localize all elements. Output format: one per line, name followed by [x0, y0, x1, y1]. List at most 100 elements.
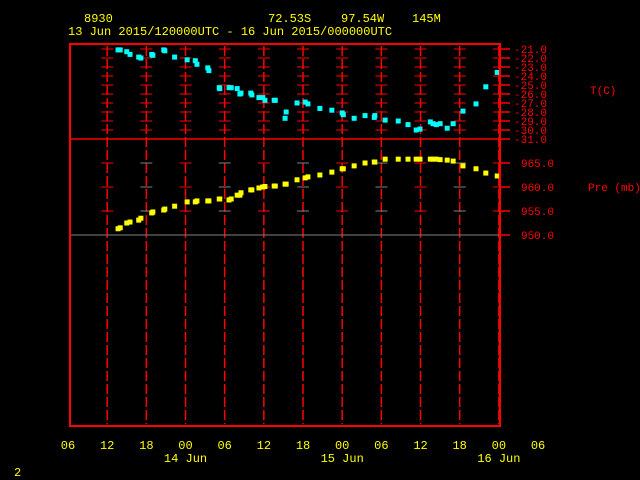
temperature-point	[234, 86, 240, 92]
pressure-point	[249, 187, 255, 193]
pressure-axis-label: 960.0	[521, 183, 554, 195]
temp-axis-title: T(C)	[590, 86, 616, 98]
pressure-point	[184, 199, 190, 205]
pressure-axis-label: 955.0	[521, 207, 554, 219]
x-tick-label: 06	[61, 439, 75, 453]
pressure-point	[427, 156, 433, 162]
pressure-point	[138, 215, 144, 221]
temperature-point	[138, 55, 144, 61]
pressure-point	[262, 184, 268, 190]
pressure-point	[283, 181, 289, 187]
page-number: 2	[14, 466, 21, 480]
longitude: 97.54W	[341, 12, 385, 26]
temperature-point	[282, 115, 288, 121]
x-date-label: 16 Jun	[477, 452, 520, 466]
temperature-point	[317, 105, 323, 111]
x-tick-label: 00	[335, 439, 349, 453]
pressure-point	[228, 196, 234, 202]
temperature-point	[473, 101, 479, 107]
pressure-point	[372, 159, 378, 165]
temperature-point	[172, 54, 178, 60]
pressure-axis-label: 950.0	[521, 231, 554, 243]
pressure-point	[172, 203, 178, 209]
pressure-axis-title: Pre (mb)	[588, 183, 640, 195]
temperature-point	[283, 109, 289, 115]
pressure-point	[150, 209, 156, 215]
temperature-point	[302, 99, 308, 105]
temperature-point	[433, 122, 439, 128]
x-tick-label: 06	[374, 439, 388, 453]
temperature-point	[238, 90, 244, 96]
temperature-point	[192, 58, 198, 64]
pressure-point	[127, 219, 133, 225]
temperature-point	[494, 69, 500, 75]
x-tick-label: 00	[492, 439, 506, 453]
x-tick-label: 12	[413, 439, 427, 453]
data-marks	[115, 47, 500, 232]
x-tick-label: 00	[178, 439, 192, 453]
pressure-point	[302, 175, 308, 181]
elevation: 145M	[412, 12, 441, 26]
x-tick-label: 18	[452, 439, 466, 453]
pressure-point	[437, 157, 443, 163]
temperature-point	[150, 52, 156, 58]
temp-axis-label: -25.0	[514, 81, 547, 93]
pressure-point	[417, 156, 423, 162]
temp-axis-label: -24.0	[514, 72, 547, 84]
temperature-point	[444, 125, 450, 131]
pressure-point	[473, 166, 479, 172]
x-date-label: 14 Jun	[164, 452, 207, 466]
station-id: 8930	[84, 12, 113, 26]
temp-axis-label: -30.0	[514, 126, 547, 138]
temperature-point	[437, 121, 443, 127]
temperature-point	[405, 122, 411, 128]
pressure-point	[272, 183, 278, 189]
grid	[70, 46, 505, 424]
pressure-point	[362, 160, 368, 166]
temperature-point	[127, 51, 133, 57]
temperature-point	[329, 107, 335, 113]
temperature-point	[262, 97, 268, 103]
temperature-point	[372, 113, 378, 119]
pressure-point	[483, 170, 489, 176]
temperature-point	[272, 97, 278, 103]
temperature-point	[362, 113, 368, 119]
temperature-point	[194, 61, 200, 67]
temperature-point	[395, 118, 401, 124]
temperature-point	[249, 92, 255, 98]
pressure-point	[433, 156, 439, 162]
pressure-point	[340, 166, 346, 172]
pressure-point	[294, 177, 300, 183]
pressure-point	[117, 225, 123, 231]
pressure-point	[405, 156, 411, 162]
pressure-point	[162, 206, 168, 212]
pressure-point	[124, 220, 130, 226]
temperature-point	[124, 49, 130, 55]
temperature-point	[256, 95, 262, 101]
pressure-point	[382, 156, 388, 162]
temp-axis-label: -23.0	[514, 63, 547, 75]
pressure-point	[351, 163, 357, 169]
temp-axis-label: -21.0	[514, 45, 547, 57]
axis-labels: 06 12 18 00 06 12 18 00 06 12 18 00 06 14 Jun 15 Jun 16…	[61, 45, 640, 466]
pressure-point	[329, 169, 335, 175]
x-tick-label: 12	[257, 439, 271, 453]
temp-axis-label: -31.0	[514, 135, 547, 147]
temperature-point	[483, 84, 489, 90]
x-date-label: 15 Jun	[321, 452, 364, 466]
plot-frame	[69, 43, 501, 427]
temperature-point	[228, 85, 234, 91]
pressure-point	[395, 156, 401, 162]
temperature-point	[340, 112, 346, 118]
temperature-point	[305, 101, 311, 107]
temp-axis-label: -27.0	[514, 99, 547, 111]
time-period: 13 Jun 2015/120000UTC - 16 Jun 2015/0000…	[68, 25, 392, 39]
temperature-point	[382, 117, 388, 123]
temperature-point	[205, 65, 211, 71]
temperature-point	[413, 127, 419, 133]
x-tick-label: 06	[217, 439, 231, 453]
temperature-point	[217, 86, 223, 92]
temperature-point	[430, 121, 436, 127]
pressure-point	[460, 163, 466, 169]
